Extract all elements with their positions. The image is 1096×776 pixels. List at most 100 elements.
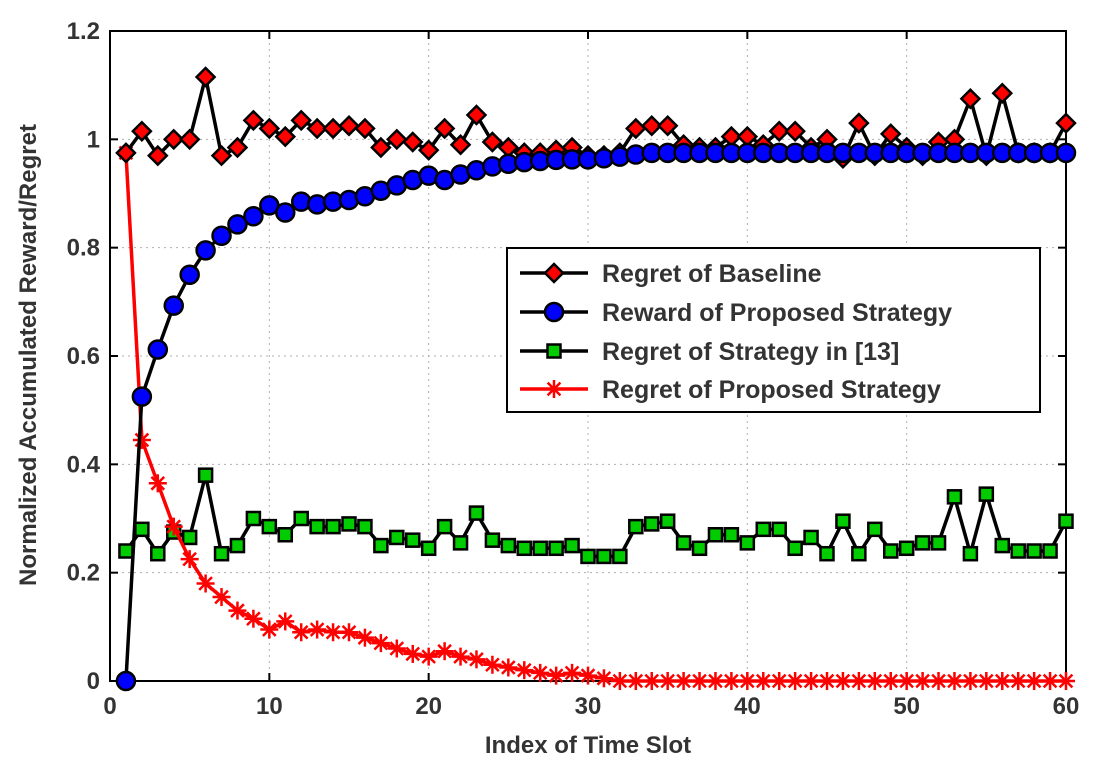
data-point [626, 672, 645, 690]
data-point [354, 117, 376, 140]
y-tick-label: 1.2 [67, 18, 100, 45]
data-point [481, 131, 504, 153]
axis-ticks: 0 10 20 30 40 50 60 0 0.2 0.4 0.6 0.8 1 1.2 [67, 18, 1080, 720]
data-point [131, 386, 153, 407]
y-tick-label: 0 [87, 668, 100, 695]
data-point [930, 535, 947, 551]
x-tick-label: 20 [415, 693, 442, 720]
data-point [580, 548, 596, 565]
data-point [228, 601, 247, 620]
data-point [881, 672, 900, 690]
data-point [532, 540, 548, 557]
x-tick-label: 0 [103, 693, 116, 720]
data-point [993, 672, 1012, 690]
x-tick-label: 50 [893, 693, 920, 720]
data-point [467, 650, 486, 669]
data-point [803, 529, 819, 546]
data-point [433, 117, 456, 140]
data-point [500, 537, 517, 554]
data-point [770, 672, 789, 690]
data-point [898, 540, 915, 557]
data-point [212, 588, 231, 607]
data-point [309, 518, 325, 535]
data-point [499, 658, 518, 677]
data-point [1010, 543, 1026, 559]
data-point [274, 125, 297, 148]
data-point [417, 139, 440, 161]
data-point [290, 109, 312, 132]
data-point [594, 669, 613, 688]
data-point [306, 117, 328, 140]
data-point [625, 117, 647, 140]
data-point [547, 666, 566, 685]
data-point [722, 672, 741, 690]
data-point [596, 548, 612, 565]
series-3 [116, 143, 1075, 690]
data-point [148, 474, 167, 493]
data-point [194, 66, 217, 88]
data-point [945, 672, 964, 690]
x-tick-label: 30 [575, 693, 602, 720]
data-point [738, 672, 757, 690]
data-point [242, 109, 265, 132]
data-point [849, 672, 868, 690]
data-point [548, 540, 564, 557]
data-point [675, 535, 692, 551]
data-point [865, 672, 884, 690]
data-point [245, 510, 262, 527]
data-point [962, 545, 979, 562]
data-point [451, 647, 470, 666]
data-point [387, 639, 406, 658]
data-point [179, 264, 200, 285]
data-point [401, 131, 424, 153]
data-point [579, 666, 597, 685]
data-point [1057, 672, 1075, 690]
series-line [124, 151, 1066, 682]
series-1 [115, 142, 1077, 692]
data-point [324, 623, 343, 642]
data-point [131, 120, 153, 142]
legend-items: Regret of Baseline Reward of Proposed Str… [520, 260, 952, 404]
data-point [784, 120, 806, 142]
y-axis-title: Normalized Accumulated Reward/Regret [15, 124, 42, 586]
legend-marker [543, 301, 565, 323]
legend-label: Regret of Baseline [602, 260, 822, 288]
data-point [1025, 672, 1044, 690]
data-point [197, 467, 214, 483]
data-point [882, 543, 899, 559]
data-point [897, 672, 916, 690]
data-point [325, 518, 341, 535]
data-point [389, 529, 405, 546]
data-point [370, 136, 392, 159]
data-point [674, 672, 693, 690]
data-point [640, 115, 663, 137]
data-point [707, 527, 724, 543]
y-tick-label: 0.6 [67, 343, 100, 370]
legend-label: Regret of Proposed Strategy [602, 376, 941, 404]
data-point [211, 225, 232, 246]
y-tick-label: 1 [87, 126, 100, 153]
data-point [147, 339, 169, 360]
data-point [227, 214, 248, 235]
data-point [436, 518, 453, 535]
data-point [564, 537, 580, 554]
y-tick-label: 0.2 [67, 560, 100, 587]
data-point [258, 117, 281, 140]
data-point [848, 112, 870, 134]
series-group [115, 66, 1077, 692]
data-point [929, 672, 948, 690]
data-point [1026, 543, 1042, 559]
data-point [531, 663, 550, 682]
data-point [293, 510, 309, 527]
data-point [690, 672, 709, 690]
series-2 [118, 467, 1074, 565]
data-point [833, 672, 852, 690]
data-point [628, 518, 644, 535]
data-point [340, 623, 358, 642]
data-point [959, 87, 982, 110]
data-point [643, 516, 660, 532]
x-tick-label: 10 [256, 693, 283, 720]
data-point [276, 612, 295, 631]
